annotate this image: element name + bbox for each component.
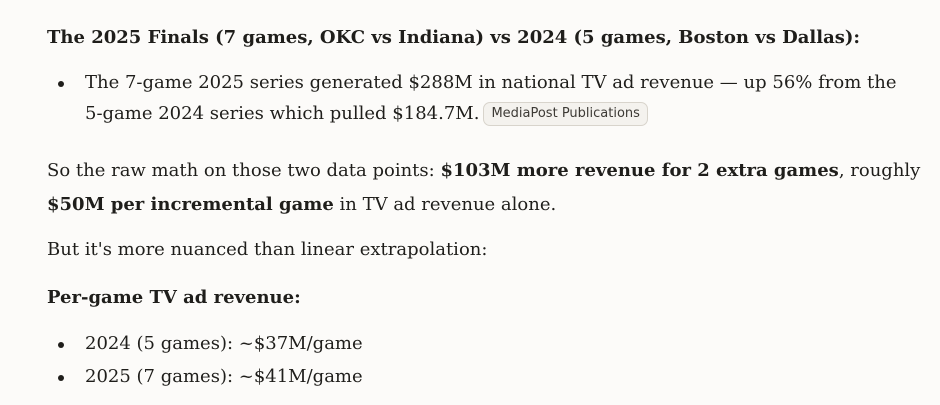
citation-chip-mediapost[interactable]: MediaPost Publications [483,102,648,126]
paragraph-text: , roughly [838,160,921,181]
bullet-text-line2: 5-game 2024 series which pulled $184.7M. [85,103,480,124]
section-heading-per-game: Per-game TV ad revenue: [47,287,301,308]
section-heading-finals-comparison: The 2025 Finals (7 games, OKC vs Indiana… [47,27,861,48]
paragraph-raw-math-line2: $50M per incremental game in TV ad reven… [47,192,556,218]
bold-revenue-difference: $103M more revenue for 2 extra games [440,160,839,181]
bullet-dot [58,81,64,87]
bullet-text-2025: 2025 (7 games): ~$41M/game [85,366,363,387]
paragraph-text: in TV ad revenue alone. [333,194,557,215]
paragraph-raw-math-line1: So the raw math on those two data points… [47,158,920,184]
bullet-text-line1: The 7-game 2025 series generated $288M i… [85,72,897,93]
bold-per-game-revenue: $50M per incremental game [47,194,334,215]
bullet-dot [58,375,64,381]
paragraph-text: So the raw math on those two data points… [47,160,441,181]
bullet-text-line2-wrapper: 5-game 2024 series which pulled $184.7M.… [85,101,648,127]
paragraph-nuance: But it's more nuanced than linear extrap… [47,239,488,260]
bullet-dot [58,342,64,348]
bullet-text-2024: 2024 (5 games): ~$37M/game [85,333,363,354]
